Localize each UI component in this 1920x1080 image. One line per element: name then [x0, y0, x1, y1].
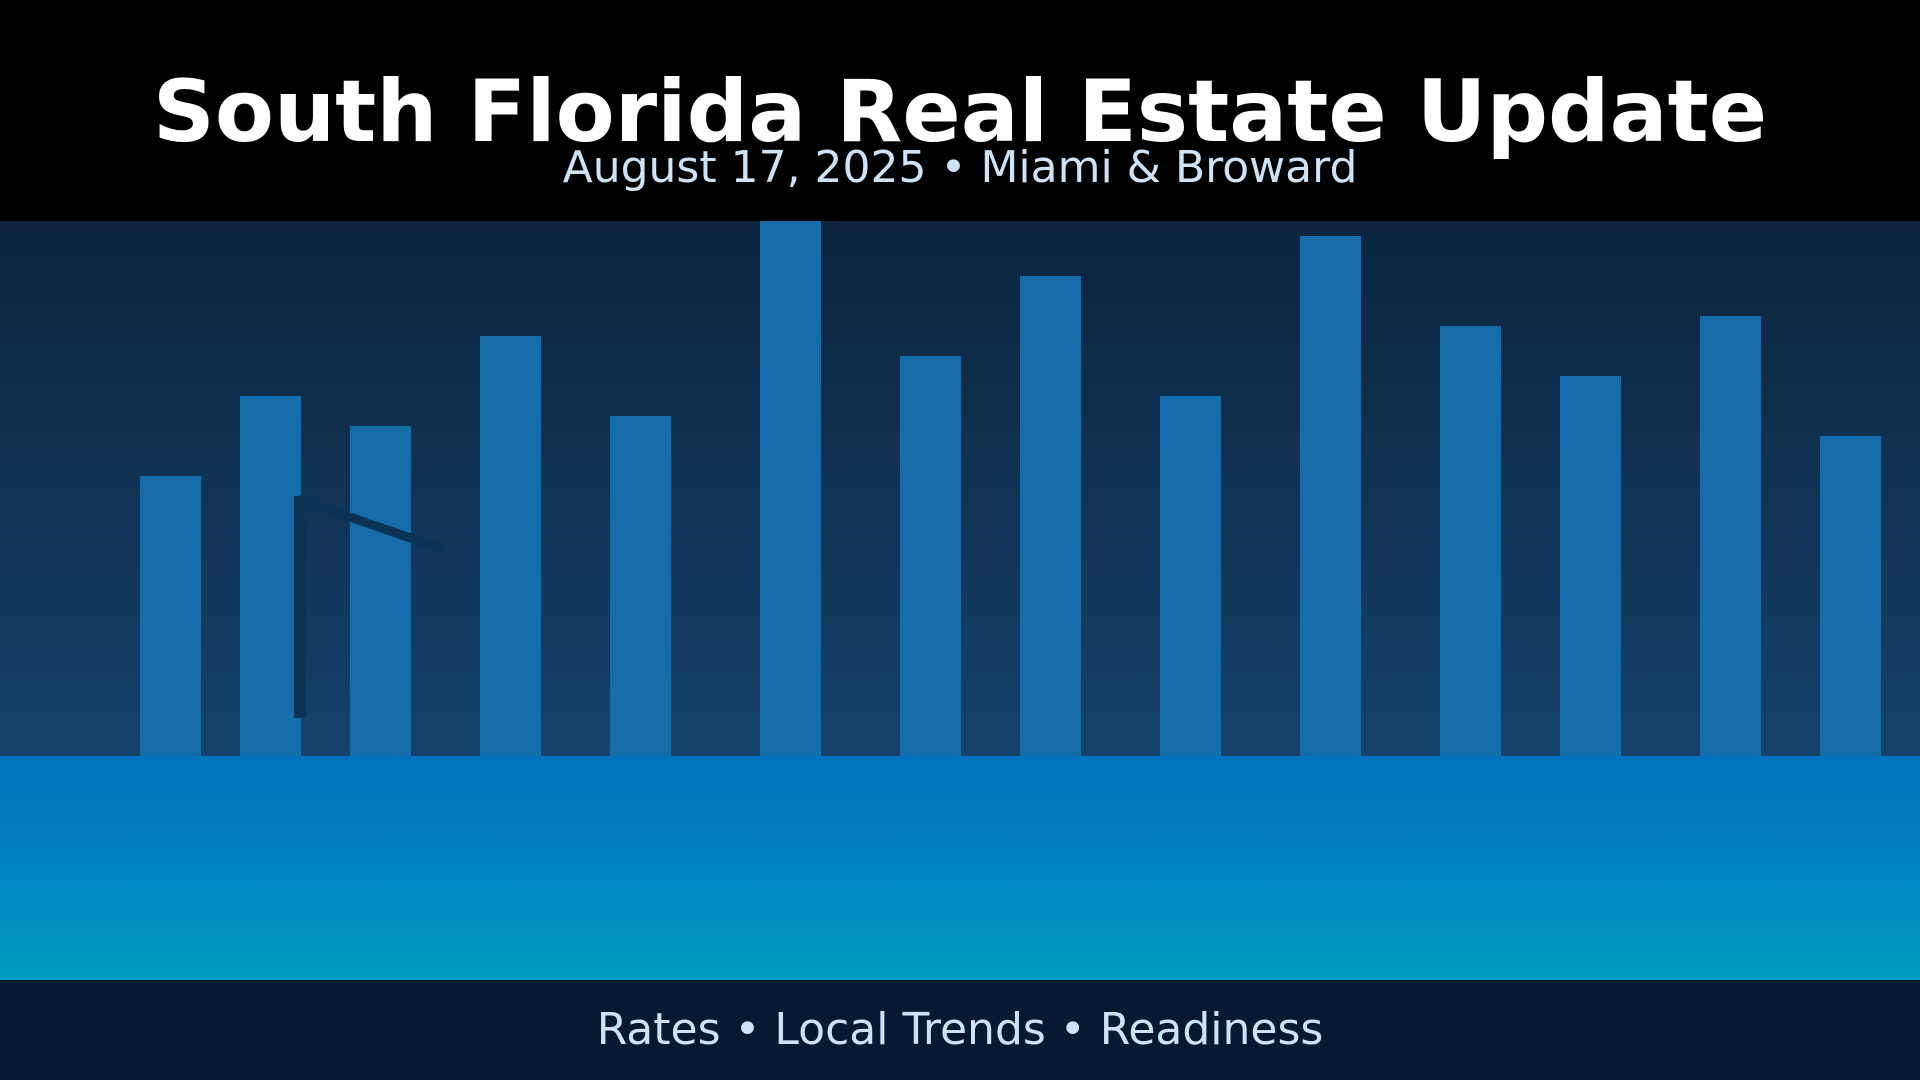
crane-jib	[296, 494, 447, 555]
skyline-building	[1560, 376, 1621, 756]
construction-crane-icon	[294, 494, 447, 718]
skyline-building	[1020, 276, 1081, 756]
skyline-building	[240, 396, 301, 756]
skyline-building	[760, 221, 821, 756]
crane-mast	[294, 496, 306, 718]
skyline-building	[140, 476, 201, 756]
waterfront	[0, 756, 1920, 980]
page-subtitle: August 17, 2025 • Miami & Broward	[562, 142, 1358, 193]
skyline-illustration	[0, 221, 1920, 756]
skyline-building	[480, 336, 541, 756]
skyline-building	[1440, 326, 1501, 756]
skyline-building	[900, 356, 961, 756]
header-banner: South Florida Real Estate Update August …	[0, 0, 1920, 221]
skyline-buildings	[140, 221, 1881, 756]
city-skyline-icon	[140, 221, 1881, 756]
skyline-building	[610, 416, 671, 756]
footer-tagline: Rates • Local Trends • Readiness	[596, 1004, 1324, 1055]
page-title: South Florida Real Estate Update	[152, 62, 1768, 162]
skyline-building	[1820, 436, 1881, 756]
skyline-building	[1300, 236, 1361, 756]
skyline-building	[350, 426, 411, 756]
skyline-building	[1700, 316, 1761, 756]
skyline-building	[1160, 396, 1221, 756]
footer-banner: Rates • Local Trends • Readiness	[0, 980, 1920, 1080]
